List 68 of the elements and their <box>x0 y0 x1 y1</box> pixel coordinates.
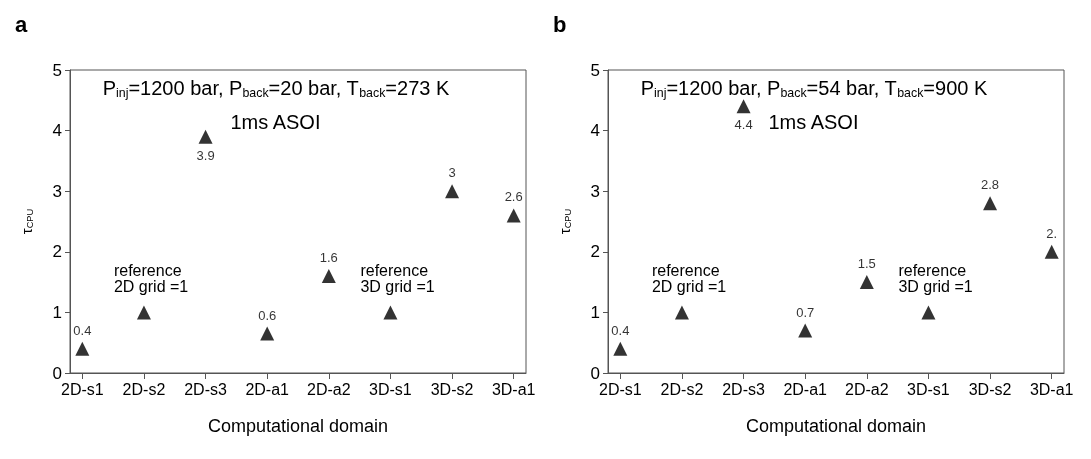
y-tick-label: 3 <box>52 181 62 201</box>
data-label: 0.6 <box>258 307 277 323</box>
point <box>983 196 998 211</box>
x-tick-label: 3D-s1 <box>369 380 412 398</box>
chart-title: b <box>553 11 567 37</box>
point <box>198 129 213 144</box>
point <box>921 305 936 320</box>
annotation: reference 2D grid =1 <box>113 261 189 295</box>
y-axis-title: τCPU <box>17 208 35 235</box>
y-tick-label: 5 <box>52 60 62 80</box>
point <box>445 184 460 199</box>
x-tick-label: 2D-a1 <box>245 380 290 398</box>
data-label: 1.6 <box>319 250 338 266</box>
y-tick-label: 2 <box>590 242 600 262</box>
y-tick-label: 2 <box>52 242 62 262</box>
x-tick-label: 2D-s3 <box>722 380 766 398</box>
y-tick-label: 4 <box>590 121 600 141</box>
y-tick-label: 0 <box>52 363 62 383</box>
x-tick-label: 3D-s2 <box>430 380 474 398</box>
point <box>859 275 874 290</box>
annotation: 1ms ASOI <box>230 111 321 133</box>
x-tick-label: 2D-s2 <box>660 380 704 398</box>
annotation: reference 2D grid =1 <box>651 261 727 295</box>
y-tick-label: 1 <box>52 302 62 322</box>
x-tick-label: 2D-a2 <box>307 380 351 398</box>
point <box>736 99 751 114</box>
data-label: 0.7 <box>796 304 815 320</box>
y-tick-label: 5 <box>590 60 600 80</box>
data-label: 0.4 <box>73 322 92 338</box>
x-tick-label: 3D-s1 <box>907 380 950 398</box>
point <box>1044 244 1059 259</box>
x-tick-label: 2D-s1 <box>60 380 104 398</box>
y-tick-label: 3 <box>590 181 600 201</box>
data-label: 2. <box>1046 225 1058 241</box>
point <box>798 323 813 338</box>
y-tick-label: 4 <box>52 121 62 141</box>
point <box>613 341 628 356</box>
data-label: 0.4 <box>611 322 630 338</box>
y-tick-label: 1 <box>590 302 600 322</box>
point <box>674 305 689 320</box>
point <box>383 305 398 320</box>
point <box>321 269 336 284</box>
x-tick-label: 2D-s3 <box>184 380 228 398</box>
annotation: reference 3D grid =1 <box>360 261 435 295</box>
annotation: 1ms ASOI <box>768 111 859 133</box>
point <box>506 208 521 223</box>
x-axis-title: Computational domain <box>745 416 927 436</box>
x-tick-label: 2D-a1 <box>783 380 828 398</box>
x-tick-label: 2D-s2 <box>122 380 166 398</box>
x-tick-label: 3D-s2 <box>968 380 1012 398</box>
y-axis-title: τCPU <box>555 208 573 235</box>
point <box>75 341 90 356</box>
data-label: 1.5 <box>857 256 876 272</box>
data-label: 3 <box>448 165 456 181</box>
annotation: reference 3D grid =1 <box>898 261 973 295</box>
point <box>260 326 275 341</box>
data-label: 4.4 <box>734 117 753 133</box>
x-tick-label: 3D-a1 <box>491 380 536 398</box>
x-tick-label: 2D-s1 <box>598 380 642 398</box>
data-label: 3.9 <box>196 147 215 163</box>
data-label: 2.8 <box>981 177 1000 193</box>
x-axis-title: Computational domain <box>207 416 389 436</box>
point <box>136 305 151 320</box>
x-tick-label: 3D-a1 <box>1029 380 1074 398</box>
chart-title: a <box>15 11 28 37</box>
x-tick-label: 2D-a2 <box>845 380 889 398</box>
data-label: 2.6 <box>504 189 523 205</box>
y-tick-label: 0 <box>590 363 600 383</box>
